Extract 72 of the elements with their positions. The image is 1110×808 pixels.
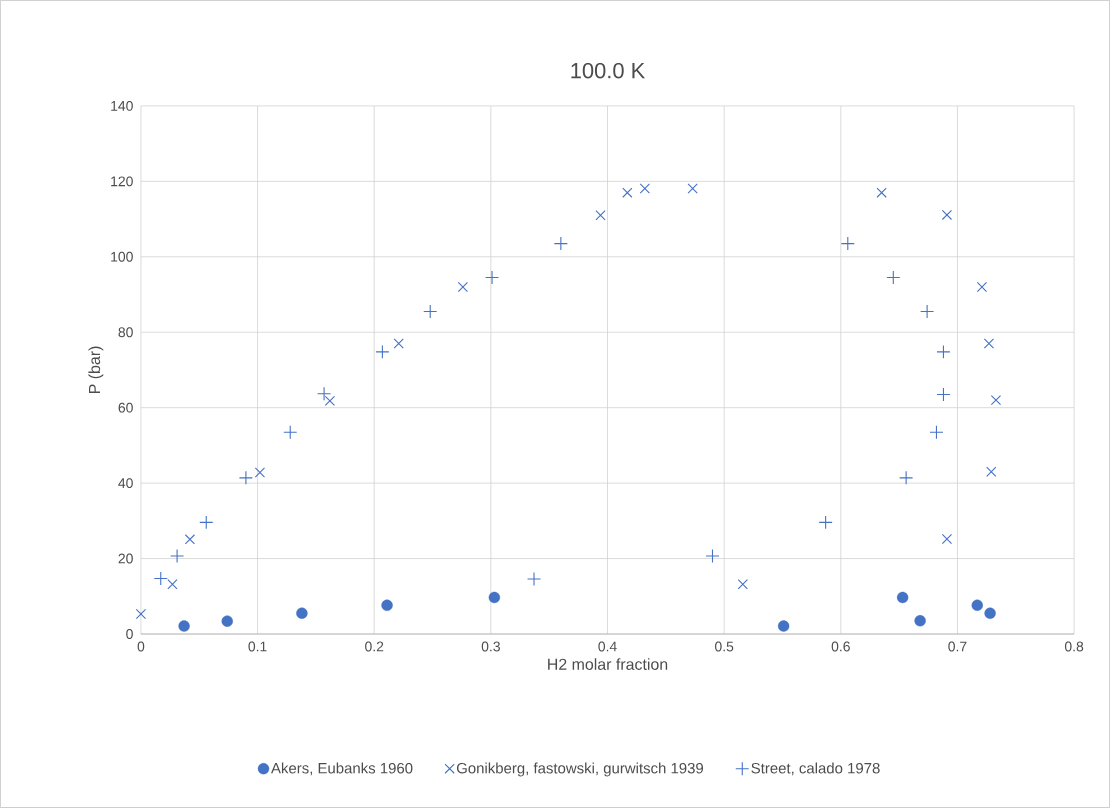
y-tick-label: 40	[118, 478, 133, 489]
point	[167, 579, 178, 590]
point	[737, 579, 748, 590]
x-tick-label: 0.6	[831, 641, 850, 652]
point	[936, 387, 951, 402]
y-tick-label: 80	[118, 327, 133, 338]
point	[986, 466, 997, 477]
point	[153, 571, 168, 586]
point	[622, 187, 633, 198]
point	[983, 338, 995, 349]
legend-label: Akers, Eubanks 1960	[271, 762, 413, 776]
point	[135, 608, 147, 620]
y-tick-label: 140	[111, 100, 133, 111]
point	[381, 599, 393, 612]
point	[283, 425, 298, 440]
point	[457, 281, 468, 293]
point	[423, 304, 438, 319]
point	[971, 599, 983, 612]
x-tick-label: 0.4	[598, 641, 617, 652]
point	[920, 304, 935, 319]
x-tick-label: 0.1	[248, 641, 267, 652]
point	[840, 236, 855, 251]
y-tick-label: 100	[111, 251, 133, 262]
point	[317, 386, 332, 401]
legend-label: Street, calado 1978	[751, 762, 880, 776]
point	[488, 591, 501, 604]
point	[184, 534, 196, 545]
point	[896, 591, 909, 604]
x-tick-label: 0.2	[365, 641, 384, 652]
point	[553, 236, 568, 251]
point	[929, 425, 944, 440]
x-tick-label: 0.7	[948, 641, 967, 652]
point	[914, 615, 926, 627]
point	[324, 395, 336, 407]
point	[984, 607, 996, 619]
point	[199, 515, 214, 530]
y-tick-label: 120	[111, 176, 133, 187]
x-tick-label: 0	[137, 641, 145, 652]
legend-label: Gonikberg, fastowski, gurwitsch 1939	[456, 762, 704, 777]
y-tick-label: 20	[118, 553, 133, 564]
x-tick-label: 0.8	[1064, 641, 1084, 652]
x-tick-label: 0.3	[481, 641, 500, 652]
point	[178, 620, 190, 632]
point	[375, 344, 390, 359]
point	[777, 620, 790, 632]
point	[818, 515, 833, 530]
point	[876, 187, 887, 198]
point	[393, 338, 404, 349]
point	[990, 395, 1002, 406]
point	[899, 470, 914, 485]
point	[687, 183, 698, 194]
x-axis-title: H2 molar fraction	[548, 658, 668, 670]
point	[941, 209, 953, 221]
y-axis-title: P (bar)	[88, 346, 104, 394]
point	[221, 615, 233, 627]
y-tick-label: 0	[126, 629, 133, 639]
chart-title: 100.0 K	[571, 62, 646, 79]
point	[170, 548, 185, 563]
point	[936, 344, 951, 359]
point	[976, 281, 988, 293]
point	[886, 270, 901, 285]
point	[595, 210, 606, 221]
point	[238, 470, 253, 485]
point	[527, 571, 542, 586]
point	[941, 533, 953, 545]
x-tick-label: 0.5	[715, 641, 734, 652]
point	[705, 548, 720, 563]
y-tick-label: 60	[118, 402, 133, 413]
point	[485, 270, 500, 285]
point	[296, 607, 308, 619]
point	[254, 467, 266, 478]
point	[639, 183, 650, 194]
